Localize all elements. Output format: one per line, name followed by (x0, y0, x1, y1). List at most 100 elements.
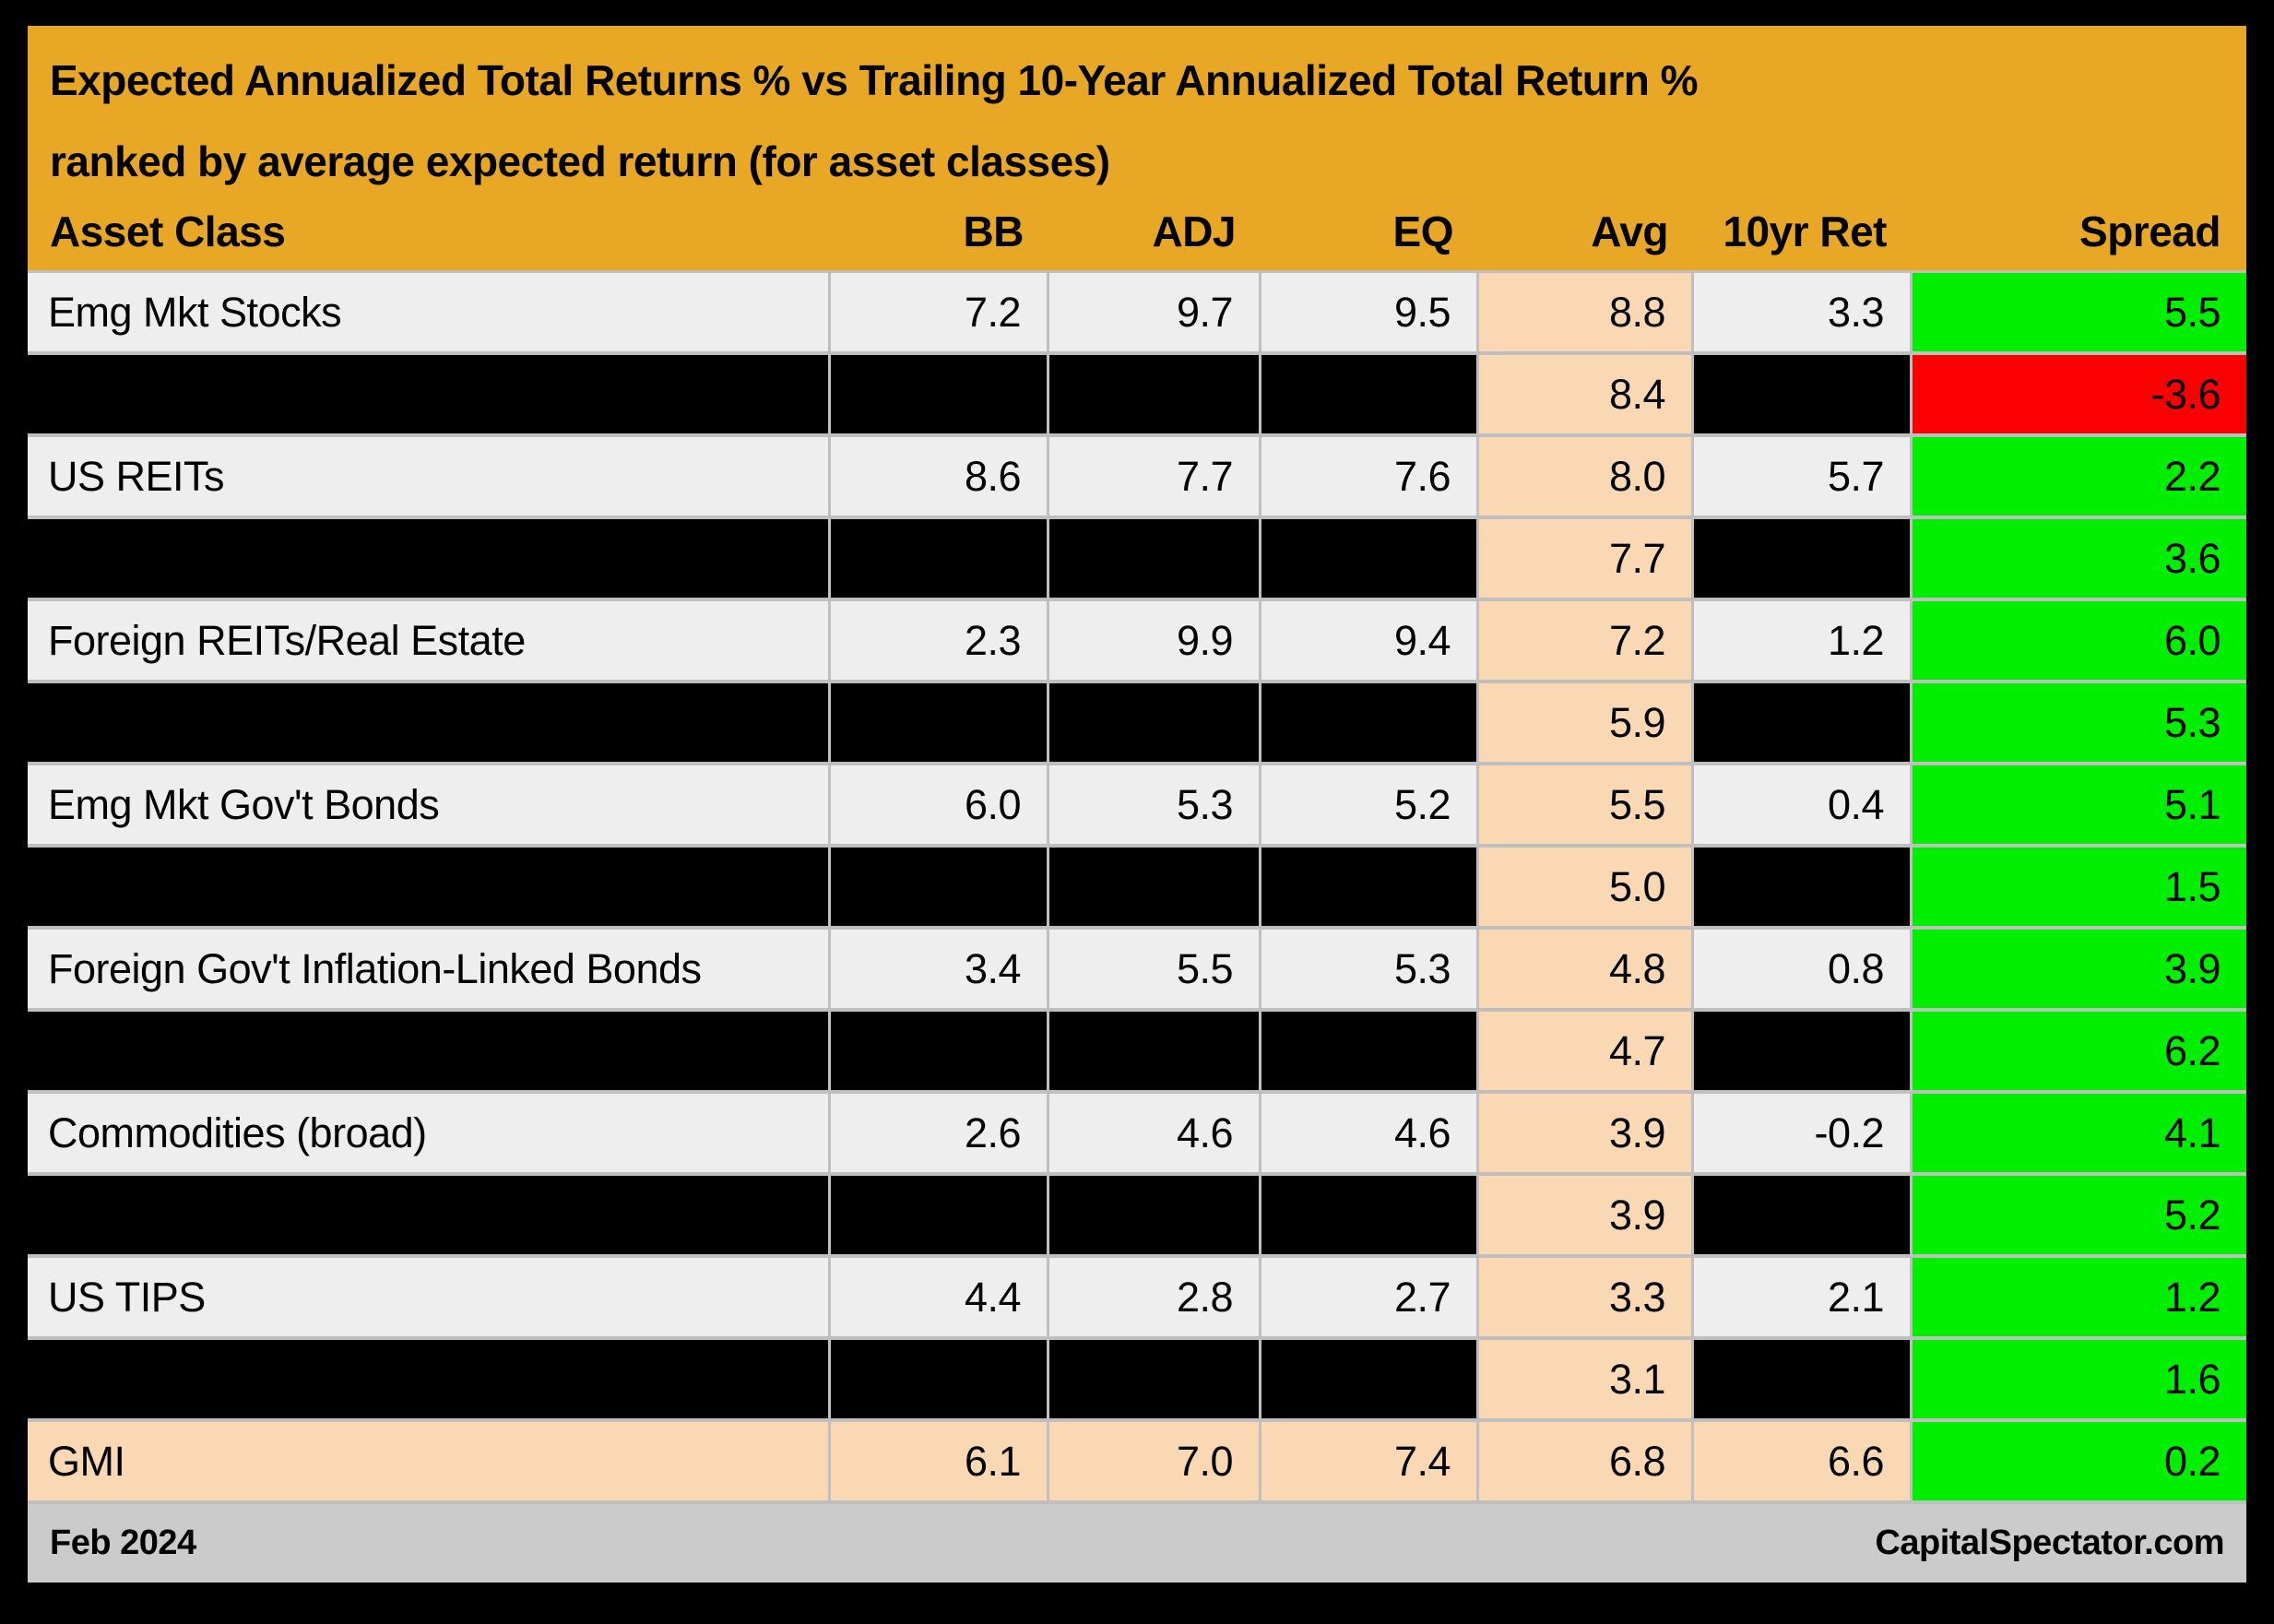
table-row: GMI 6.1 7.0 7.4 6.8 6.6 0.2 (28, 1422, 2246, 1504)
col-header-10yr-ret: 10yr Ret (1723, 207, 1887, 255)
table-row: 8.4 -3.6 (28, 355, 2246, 437)
col-header-adj: ADJ (1152, 207, 1236, 255)
cell-adj (1049, 1012, 1261, 1090)
cell-avg: 3.9 (1479, 1094, 1694, 1172)
cell-avg: 4.8 (1479, 930, 1694, 1008)
cell-avg: 5.0 (1479, 848, 1694, 926)
cell-adj: 9.9 (1049, 601, 1261, 680)
cell-bb: 6.1 (831, 1422, 1049, 1500)
cell-adj (1049, 848, 1261, 926)
cell-spread: 3.6 (1913, 519, 2246, 598)
cell-eq: 5.2 (1261, 765, 1479, 844)
cell-bb: 4.4 (831, 1258, 1049, 1336)
cell-asset-class (28, 683, 831, 762)
cell-asset-class (28, 519, 831, 598)
cell-asset-class: Commodities (broad) (28, 1094, 831, 1172)
cell-asset-class (28, 1012, 831, 1090)
cell-eq (1261, 355, 1479, 433)
cell-spread: 5.1 (1913, 765, 2246, 844)
cell-10yr-ret (1694, 1176, 1913, 1254)
cell-bb (831, 1176, 1049, 1254)
cell-adj (1049, 1176, 1261, 1254)
cell-10yr-ret (1694, 355, 1913, 433)
cell-avg: 8.4 (1479, 355, 1694, 433)
table-header: Expected Annualized Total Returns % vs T… (28, 26, 2246, 270)
cell-adj (1049, 519, 1261, 598)
cell-eq: 9.5 (1261, 273, 1479, 351)
table-row: 4.7 6.2 (28, 1012, 2246, 1094)
table-footer: Feb 2024 CapitalSpectator.com (28, 1504, 2246, 1583)
cell-adj (1049, 1340, 1261, 1418)
cell-adj: 7.0 (1049, 1422, 1261, 1500)
cell-10yr-ret: 3.3 (1694, 273, 1913, 351)
cell-bb: 8.6 (831, 437, 1049, 516)
cell-10yr-ret: -0.2 (1694, 1094, 1913, 1172)
cell-10yr-ret: 0.4 (1694, 765, 1913, 844)
cell-eq (1261, 519, 1479, 598)
table-row: 3.1 1.6 (28, 1340, 2246, 1422)
cell-eq (1261, 1176, 1479, 1254)
cell-eq: 5.3 (1261, 930, 1479, 1008)
cell-avg: 4.7 (1479, 1012, 1694, 1090)
col-header-asset-class: Asset Class (50, 207, 286, 255)
cell-adj: 2.8 (1049, 1258, 1261, 1336)
cell-adj (1049, 683, 1261, 762)
cell-adj: 7.7 (1049, 437, 1261, 516)
col-header-avg: Avg (1591, 207, 1668, 255)
cell-10yr-ret (1694, 519, 1913, 598)
cell-asset-class: Emg Mkt Gov't Bonds (28, 765, 831, 844)
cell-10yr-ret (1694, 1012, 1913, 1090)
cell-asset-class (28, 1176, 831, 1254)
returns-table: Expected Annualized Total Returns % vs T… (28, 26, 2246, 1583)
cell-eq: 4.6 (1261, 1094, 1479, 1172)
table-row: 7.7 3.6 (28, 519, 2246, 601)
cell-spread: 5.3 (1913, 683, 2246, 762)
table-row: Emg Mkt Stocks 7.2 9.7 9.5 8.8 3.3 5.5 (28, 273, 2246, 355)
cell-avg: 3.3 (1479, 1258, 1694, 1336)
cell-spread: 1.2 (1913, 1258, 2246, 1336)
cell-asset-class: Emg Mkt Stocks (28, 273, 831, 351)
cell-bb (831, 1012, 1049, 1090)
cell-bb: 2.3 (831, 601, 1049, 680)
cell-spread: 6.2 (1913, 1012, 2246, 1090)
table-row: US TIPS 4.4 2.8 2.7 3.3 2.1 1.2 (28, 1258, 2246, 1340)
table-row: Foreign Gov't Inflation-Linked Bonds 3.4… (28, 930, 2246, 1012)
cell-adj: 4.6 (1049, 1094, 1261, 1172)
table-row: Emg Mkt Gov't Bonds 6.0 5.3 5.2 5.5 0.4 … (28, 765, 2246, 848)
cell-eq: 9.4 (1261, 601, 1479, 680)
cell-avg: 7.2 (1479, 601, 1694, 680)
cell-10yr-ret: 1.2 (1694, 601, 1913, 680)
cell-spread: 1.5 (1913, 848, 2246, 926)
cell-asset-class: US REITs (28, 437, 831, 516)
cell-spread: 3.9 (1913, 930, 2246, 1008)
footer-source: CapitalSpectator.com (1875, 1523, 2224, 1562)
cell-asset-class: Foreign Gov't Inflation-Linked Bonds (28, 930, 831, 1008)
cell-avg: 5.9 (1479, 683, 1694, 762)
cell-10yr-ret (1694, 1340, 1913, 1418)
cell-10yr-ret: 6.6 (1694, 1422, 1913, 1500)
col-header-eq: EQ (1392, 207, 1454, 255)
table-row: Foreign REITs/Real Estate 2.3 9.9 9.4 7.… (28, 601, 2246, 683)
table-row: 5.0 1.5 (28, 848, 2246, 930)
cell-bb (831, 1340, 1049, 1418)
cell-spread: -3.6 (1913, 355, 2246, 433)
cell-eq (1261, 683, 1479, 762)
col-header-bb: BB (963, 207, 1024, 255)
cell-eq: 7.6 (1261, 437, 1479, 516)
cell-10yr-ret: 5.7 (1694, 437, 1913, 516)
cell-asset-class: Foreign REITs/Real Estate (28, 601, 831, 680)
cell-bb: 3.4 (831, 930, 1049, 1008)
cell-spread: 0.2 (1913, 1422, 2246, 1500)
cell-bb: 7.2 (831, 273, 1049, 351)
cell-10yr-ret: 2.1 (1694, 1258, 1913, 1336)
cell-avg: 6.8 (1479, 1422, 1694, 1500)
cell-spread: 6.0 (1913, 601, 2246, 680)
table-row: US REITs 8.6 7.7 7.6 8.0 5.7 2.2 (28, 437, 2246, 519)
cell-asset-class: GMI (28, 1422, 831, 1500)
cell-10yr-ret (1694, 683, 1913, 762)
chart-title-line2: ranked by average expected return (for a… (50, 137, 1110, 185)
cell-asset-class (28, 355, 831, 433)
cell-adj: 5.5 (1049, 930, 1261, 1008)
table-row: 5.9 5.3 (28, 683, 2246, 765)
